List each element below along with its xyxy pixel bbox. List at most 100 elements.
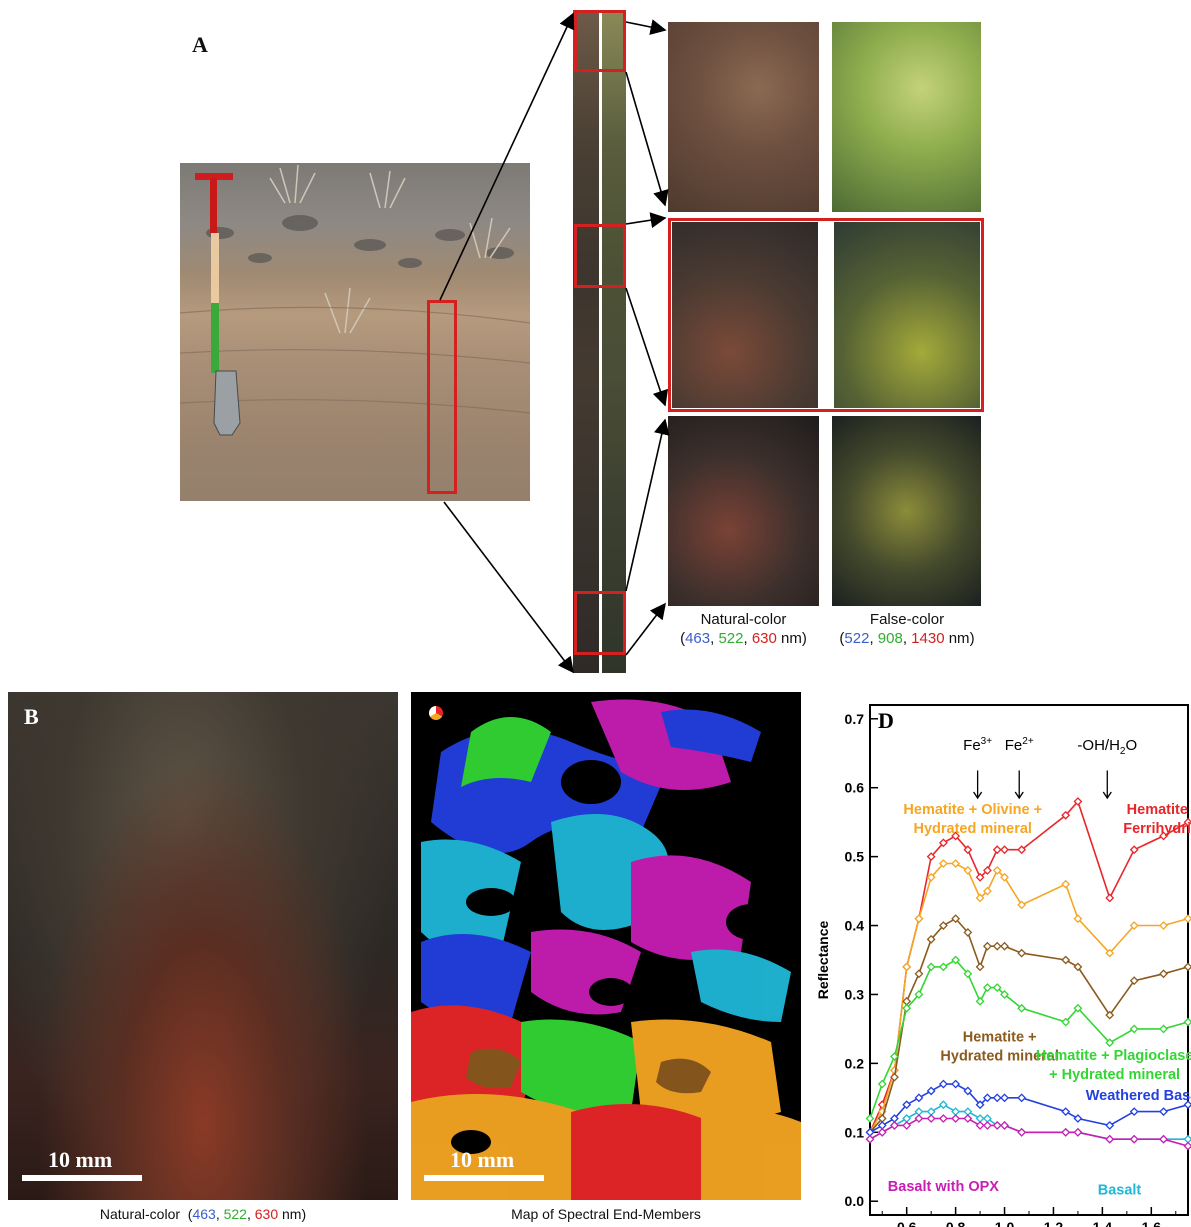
data-point [914, 969, 924, 979]
data-point [1183, 1134, 1191, 1144]
tile-natural-bottom [668, 416, 819, 606]
data-point [902, 1003, 912, 1013]
series-label: Weathered Basalt [1086, 1088, 1191, 1104]
data-point [975, 1100, 985, 1110]
tile-false-top [832, 22, 981, 212]
core-box-bottom [574, 591, 626, 655]
false-color-title: False-color [869, 611, 945, 628]
data-point [1183, 914, 1191, 924]
data-point [926, 962, 936, 972]
false-color-caption: False-color (522, 908, 1430 nm) [822, 610, 992, 648]
y-tick-label: 0.1 [845, 1124, 865, 1140]
series-6 [865, 1114, 1191, 1151]
data-point [926, 1086, 936, 1096]
data-point [1129, 845, 1139, 855]
annotation-label: Fe3+ [963, 736, 992, 754]
data-point [951, 914, 961, 924]
data-point [1183, 1017, 1191, 1027]
data-point [865, 1134, 875, 1144]
data-point [1183, 1141, 1191, 1151]
series-3 [865, 955, 1191, 1123]
data-point [914, 1114, 924, 1123]
data-point [1129, 921, 1139, 930]
band-unit: nm [948, 630, 970, 647]
data-point [1061, 955, 1071, 965]
data-point [1000, 872, 1009, 882]
series-5 [865, 1100, 1191, 1144]
data-point [1129, 1024, 1139, 1034]
data-point [877, 1120, 887, 1130]
data-point [890, 1052, 899, 1061]
map-marker [429, 706, 443, 720]
data-point [1073, 1003, 1083, 1013]
data-point [963, 1086, 973, 1096]
data-point [951, 831, 961, 841]
series-4 [865, 1079, 1191, 1137]
data-point [1159, 1024, 1168, 1034]
data-point [1000, 1093, 1009, 1103]
core-box-top [574, 10, 626, 72]
data-point [1061, 1017, 1071, 1027]
data-point [1000, 1120, 1009, 1130]
panel-b-scale-label: 10 mm [48, 1147, 113, 1172]
y-axis-label: Reflectance [815, 920, 831, 999]
data-point [877, 1114, 887, 1123]
data-point [982, 886, 992, 896]
field-photo [180, 163, 530, 501]
data-point [938, 859, 948, 868]
data-point [902, 1114, 912, 1123]
series-label: Hematite + Hydrated mineral [940, 1029, 1058, 1064]
annotation-arrowhead [973, 791, 983, 800]
reflectance-chart: 0.0 0.1 0.2 0.3 0.4 0.5 0.6 0.7 0.6 0.8 1.0 1.2 1.4 1… [815, 704, 1191, 1227]
data-point [1129, 1107, 1139, 1117]
data-point [914, 1093, 924, 1103]
data-point [982, 865, 992, 875]
data-point [1105, 1134, 1115, 1144]
series-line [869, 862, 1189, 1133]
band-unit: nm [781, 630, 802, 647]
y-tick-label: 0.0 [845, 1193, 865, 1209]
data-point [951, 1114, 961, 1123]
band-red: 630 [751, 630, 777, 647]
data-point [1183, 962, 1191, 972]
data-point [865, 1114, 875, 1123]
tile-false-middle [834, 222, 980, 408]
x-tick-label: 1.6 [1142, 1219, 1162, 1227]
data-point [1000, 941, 1009, 951]
data-point [902, 962, 912, 972]
data-point [1073, 914, 1083, 924]
data-point [938, 1079, 948, 1089]
panel-c-scale-bar [424, 1175, 544, 1181]
data-point [951, 955, 961, 965]
end-member-map-art [411, 699, 801, 1200]
data-point [1129, 976, 1139, 986]
y-tick-label: 0.6 [845, 780, 865, 796]
annotation-label: Fe2+ [1005, 736, 1034, 754]
panel-b-letter: B [24, 704, 39, 729]
band-red: 1430 [911, 630, 945, 647]
data-point [1105, 1120, 1115, 1130]
data-point [1105, 948, 1115, 958]
data-point [1159, 1107, 1168, 1117]
data-point [938, 921, 948, 930]
band-unit: nm [282, 1206, 302, 1222]
data-point [1017, 948, 1027, 958]
band-green: 522 [718, 630, 744, 647]
data-point [1105, 1038, 1115, 1048]
y-tick-label: 0.3 [845, 986, 865, 1002]
series-labels-layer: Hematite +Ferrihydrite Hematite + Olivine… [888, 802, 1191, 1198]
data-point [938, 1114, 948, 1123]
data-point [926, 1107, 936, 1117]
data-point [865, 1127, 875, 1137]
natural-color-title: Natural-color [700, 611, 787, 628]
data-point [1129, 1134, 1139, 1144]
series-label: Hematite + Olivine + Hydrated mineral [903, 802, 1042, 837]
data-point [914, 990, 924, 999]
series-label: Hematite +Ferrihydrite [1123, 802, 1191, 837]
data-point [992, 1093, 1002, 1103]
tile-false-bottom [832, 416, 981, 606]
data-point [975, 893, 985, 903]
data-point [890, 1065, 899, 1075]
data-point [1017, 845, 1027, 855]
data-point [992, 983, 1002, 992]
